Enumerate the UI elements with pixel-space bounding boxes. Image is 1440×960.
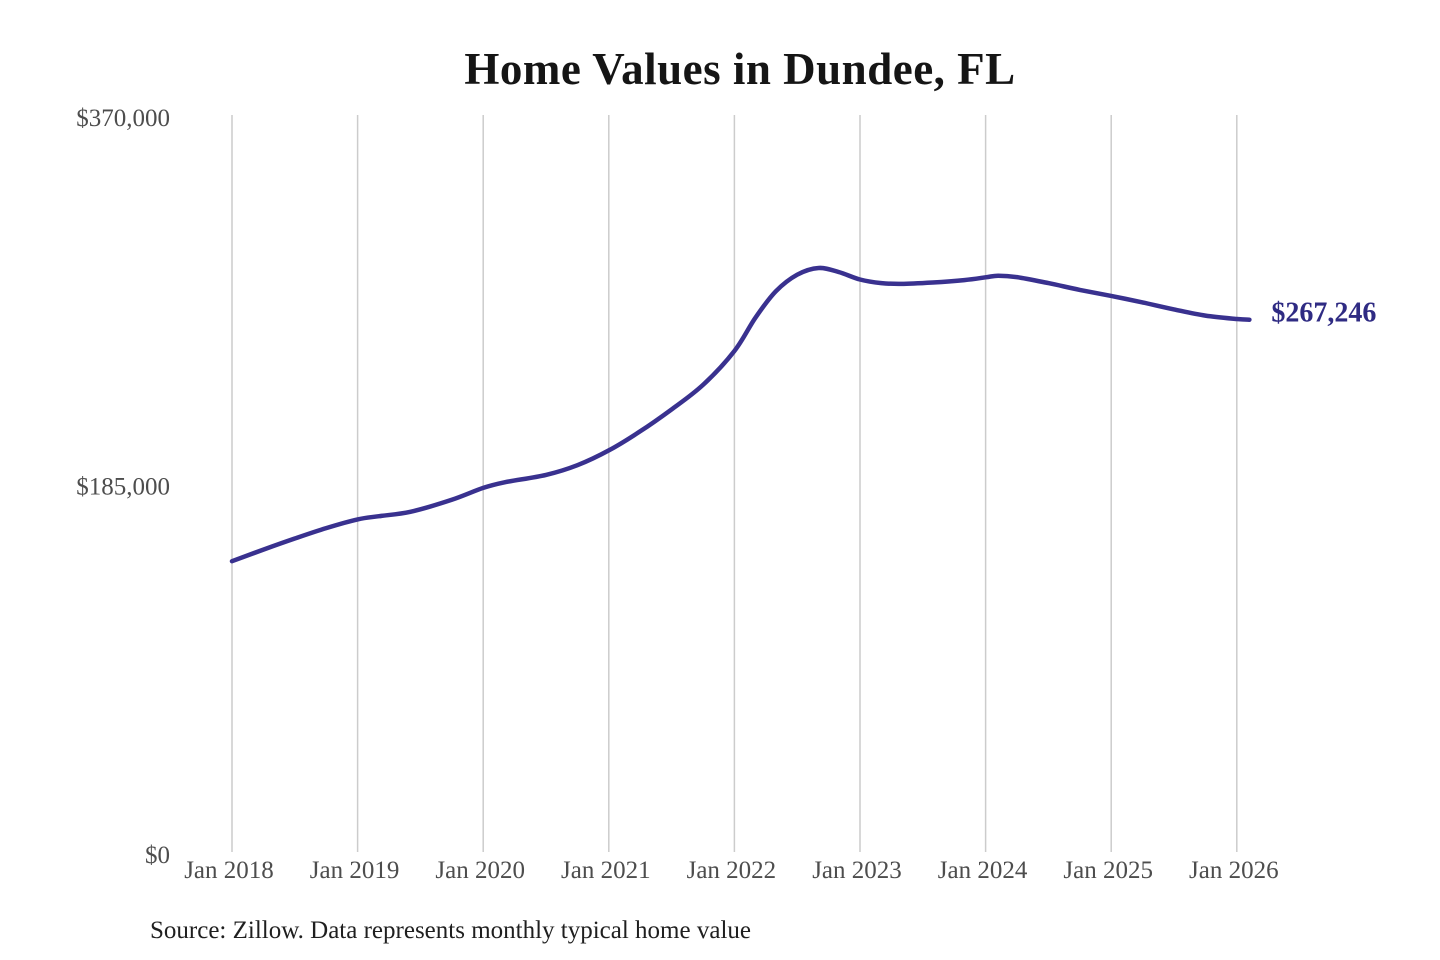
x-tick-label: Jan 2019	[310, 857, 400, 884]
x-tick-label: Jan 2024	[938, 857, 1028, 884]
x-tick-label: Jan 2018	[184, 857, 274, 884]
y-axis-labels: $0 $185,000 $370,000	[76, 105, 170, 869]
x-tick-label: Jan 2025	[1063, 857, 1153, 884]
y-tick-label: $185,000	[76, 474, 170, 501]
source-note: Source: Zillow. Data represents monthly …	[150, 917, 751, 944]
y-tick-label: $0	[145, 842, 170, 869]
gridlines	[231, 115, 1238, 852]
x-tick-label: Jan 2026	[1189, 857, 1279, 884]
chart-title: Home Values in Dundee, FL	[464, 44, 1015, 94]
x-tick-label: Jan 2023	[812, 857, 902, 884]
x-tick-label: Jan 2021	[561, 857, 651, 884]
y-tick-label: $370,000	[76, 105, 170, 132]
latest-value-label: $267,246	[1271, 298, 1376, 329]
home-value-line	[229, 265, 1252, 564]
x-axis-labels: Jan 2018 Jan 2019 Jan 2020 Jan 2021 Jan 2022…	[184, 857, 1278, 884]
x-tick-label: Jan 2020	[435, 857, 525, 884]
x-tick-label: Jan 2022	[687, 857, 777, 884]
